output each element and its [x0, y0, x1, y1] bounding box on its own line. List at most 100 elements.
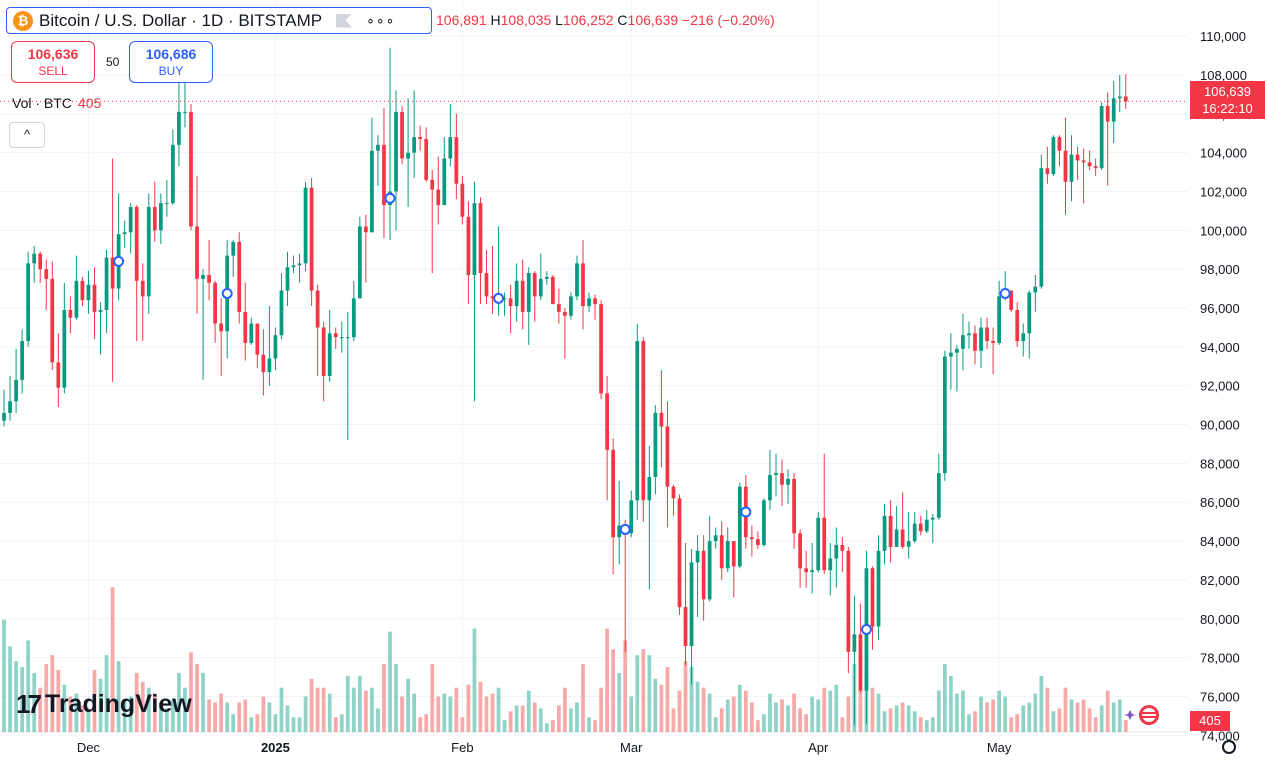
candle-body [448, 137, 453, 159]
volume-bar [249, 717, 254, 732]
candle-body [611, 449, 616, 538]
volume-bar [219, 693, 224, 732]
volume-bar [478, 681, 483, 732]
volume-bar [575, 702, 579, 732]
candle-body [707, 541, 712, 600]
candle-body [80, 280, 85, 301]
volume-bar [285, 705, 290, 732]
candle-body [442, 158, 447, 206]
candle-body [756, 539, 760, 545]
buy-price: 106,686 [145, 46, 197, 62]
volume-bar [345, 675, 350, 732]
volume-bar [158, 702, 163, 732]
buy-button[interactable]: 106,686 BUY [129, 41, 213, 83]
volume-bar [128, 696, 133, 732]
more-options-icon[interactable]: ∘∘∘ [366, 12, 396, 28]
candle-body [786, 478, 790, 485]
candle-body [967, 333, 971, 336]
volume-bar [430, 664, 435, 732]
candle-body [62, 309, 67, 388]
volume-bar [816, 699, 821, 732]
candle-body [671, 486, 676, 499]
economic-events-icon[interactable] [1124, 704, 1162, 726]
candle-body [195, 226, 199, 279]
volume-bar [659, 684, 664, 732]
volume-bar [557, 705, 561, 732]
candle-body [376, 144, 380, 151]
candle-body [20, 341, 24, 380]
volume-bar [924, 720, 929, 732]
candle-body [749, 537, 754, 540]
event-marker [860, 623, 872, 635]
event-marker [619, 523, 631, 535]
candle-body [991, 341, 995, 343]
flag-icon[interactable] [336, 13, 353, 28]
candle-body [846, 550, 851, 652]
tradingview-logo[interactable]: 17 TradingView [16, 689, 192, 720]
candle-body [1111, 98, 1116, 122]
candle-body [213, 282, 217, 324]
volume-bar [14, 661, 18, 732]
candle-body [810, 570, 815, 573]
candle-body [888, 515, 893, 547]
volume-bar [321, 687, 326, 732]
event-marker [221, 287, 233, 299]
y-tick-label: 90,000 [1200, 418, 1240, 433]
volume-bar [942, 664, 947, 732]
volume-bar [339, 714, 344, 732]
y-tick-label: 86,000 [1200, 495, 1240, 510]
candle-body [466, 216, 471, 276]
candle-body [484, 273, 489, 297]
volume-bar [1045, 687, 1050, 732]
volume-bar [394, 664, 398, 732]
sell-label: SELL [38, 64, 68, 78]
volume-bar [424, 714, 429, 732]
y-tick-label: 74,000 [1200, 728, 1240, 743]
volume-bar [496, 687, 501, 732]
volume-legend[interactable]: Vol · BTC 405 [12, 95, 101, 111]
candle-body [1099, 106, 1104, 169]
volume-bar [810, 696, 815, 732]
volume-bar [1075, 702, 1080, 732]
volume-bar [484, 696, 489, 732]
volume-bar [743, 690, 748, 732]
candle-body [26, 263, 31, 342]
symbol-title[interactable]: Bitcoin / U.S. Dollar · 1D · BITSTAMP [39, 10, 323, 30]
y-tick-label: 110,000 [1200, 29, 1246, 44]
candle-body [171, 144, 175, 204]
candle-body [14, 379, 18, 402]
settings-icon[interactable] [1222, 740, 1236, 754]
sell-button[interactable]: 106,636 SELL [11, 41, 95, 83]
volume-bar [906, 705, 911, 732]
candle-body [1063, 150, 1068, 182]
candle-body [345, 337, 350, 339]
candle-body [876, 550, 881, 627]
volume-bar [912, 711, 917, 732]
candle-body [32, 253, 37, 264]
candle-body [50, 278, 55, 363]
volume-bar [508, 711, 513, 732]
candle-body [68, 309, 73, 318]
collapse-legend-button[interactable]: ^ [9, 122, 45, 148]
x-tick-label: Apr [808, 740, 829, 755]
candle-body [164, 203, 169, 205]
candle-body [569, 296, 573, 316]
volume-bar [671, 708, 676, 732]
candle-body [309, 187, 314, 291]
symbol-header[interactable]: ₿ Bitcoin / U.S. Dollar · 1D · BITSTAMP … [6, 7, 432, 34]
last-price-label: 106,639 16:22:10 [1190, 81, 1265, 119]
volume-bar [695, 681, 700, 732]
volume-bar [514, 705, 519, 732]
volume-bar [189, 652, 193, 732]
y-tick-label: 92,000 [1200, 379, 1240, 394]
volume-bar [1027, 702, 1032, 732]
candle-body [593, 298, 597, 305]
candle-body [436, 189, 441, 206]
candle-body [508, 298, 513, 307]
volume-bar [38, 687, 43, 732]
volume-legend-label: Vol · BTC [12, 95, 72, 111]
candle-body [575, 263, 579, 297]
y-tick-label: 76,000 [1200, 689, 1240, 704]
candle-body [924, 519, 929, 532]
